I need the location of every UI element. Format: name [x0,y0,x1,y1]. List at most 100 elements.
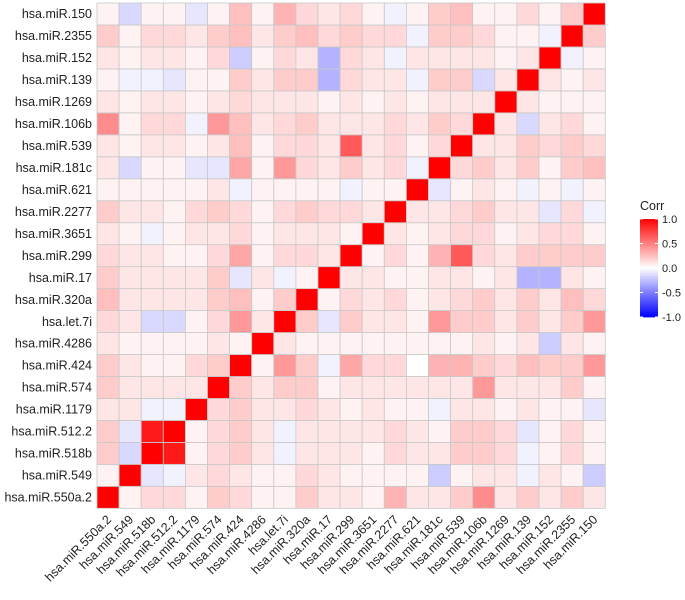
heatmap-cell: hsa.miR.2355 / hsa.miR.181c [428,24,452,48]
heatmap-cell: hsa.miR.299 / hsa.miR.17 [317,244,341,268]
heatmap-cell: hsa.miR.320a / hsa.miR.574 [207,288,231,311]
y-tick-label: hsa.miR.17 [29,271,92,285]
heatmap-cell: hsa.miR.2277 / hsa.miR.518b [140,200,164,224]
heatmap-cell: hsa.miR.574 / hsa.miR.139 [516,376,540,399]
heatmap-cell: hsa.miR.512.2 / hsa.miR.17 [317,420,341,443]
heatmap-cell: hsa.miR.518b / hsa.miR.512.2 [162,441,186,465]
heatmap-cell: hsa.miR.512.2 / hsa.miR.424 [229,420,253,443]
heatmap-cell: hsa.miR.512.2 / hsa.miR.549 [118,420,142,443]
heatmap-cell: hsa.miR.150 / hsa.miR.320a [295,2,319,26]
heatmap-cell: hsa.miR.106b / hsa.miR.539 [450,112,474,136]
heatmap-cell: hsa.miR.574 / hsa.miR.424 [229,376,253,399]
heatmap-cell: hsa.miR.549 / hsa.miR.1179 [184,463,208,487]
heatmap-cell: hsa.miR.424 / hsa.miR.320a [295,354,319,377]
heatmap-cell: hsa.miR.549 / hsa.miR.17 [317,463,341,487]
heatmap-cell: hsa.miR.152 / hsa.miR.150 [582,46,606,70]
heatmap-cell: hsa.miR.1269 / hsa.miR.152 [538,90,562,114]
heatmap-cell: hsa.miR.550a.2 / hsa.miR.549 [118,485,142,509]
heatmap-cell: hsa.miR.181c / hsa.miR.424 [229,156,253,180]
heatmap-cell: hsa.miR.424 / hsa.miR.150 [582,354,606,377]
heatmap-cell: hsa.miR.512.2 / hsa.miR.4286 [251,420,275,443]
heatmap-cell: hsa.miR.1269 / hsa.miR.3651 [361,90,385,114]
heatmap-cell: hsa.miR.550a.2 / hsa.miR.3651 [361,485,385,509]
legend-title: Corr [640,199,664,213]
heatmap-cell: hsa.miR.539 / hsa.miR.299 [339,134,363,158]
heatmap-cell: hsa.miR.2277 / hsa.miR.106b [472,200,496,224]
heatmap-cell: hsa.miR.549 / hsa.miR.3651 [361,463,385,487]
heatmap-cell: hsa.miR.574 / hsa.miR.550a.2 [96,376,120,399]
heatmap-cell: hsa.miR.2355 / hsa.miR.550a.2 [96,24,120,48]
heatmap-cell: hsa.miR.139 / hsa.miR.181c [428,68,452,92]
heatmap-cell: hsa.miR.3651 / hsa.miR.2355 [560,222,584,246]
heatmap-cell: hsa.miR.539 / hsa.let.7i [273,134,297,158]
heatmap-cell: hsa.miR.3651 / hsa.miR.1269 [494,222,518,246]
heatmap-cell: hsa.miR.424 / hsa.miR.299 [339,354,363,377]
heatmap-cell: hsa.miR.17 / hsa.miR.17 [317,266,341,290]
heatmap-cell: hsa.miR.152 / hsa.miR.320a [295,46,319,70]
heatmap-cell: hsa.miR.549 / hsa.miR.574 [207,463,231,487]
heatmap-cell: hsa.let.7i / hsa.miR.150 [582,310,606,333]
y-tick-label: hsa.miR.299 [22,249,92,263]
heatmap-cell: hsa.miR.320a / hsa.miR.621 [405,288,429,311]
legend-color-step [640,233,658,236]
y-tick-label: hsa.miR.621 [22,183,92,197]
legend-color-step [640,219,658,222]
heatmap-cell: hsa.miR.550a.2 / hsa.miR.1269 [494,485,518,509]
heatmap-cell: hsa.miR.549 / hsa.miR.320a [295,463,319,487]
heatmap-cell: hsa.miR.139 / hsa.miR.106b [472,68,496,92]
heatmap-cell: hsa.miR.299 / hsa.miR.550a.2 [96,244,120,268]
heatmap-cell: hsa.miR.549 / hsa.miR.2355 [560,463,584,487]
heatmap-cell: hsa.miR.549 / hsa.miR.550a.2 [96,463,120,487]
y-tick-label: hsa.miR.4286 [15,337,92,351]
heatmap-cell: hsa.miR.2355 / hsa.miR.4286 [251,24,275,48]
heatmap-cell: hsa.miR.2277 / hsa.miR.512.2 [162,200,186,224]
heatmap-cell: hsa.miR.152 / hsa.miR.1179 [184,46,208,70]
heatmap-cell: hsa.miR.1269 / hsa.miR.512.2 [162,90,186,114]
legend-color-step [640,235,658,238]
heatmap-cell: hsa.miR.2277 / hsa.let.7i [273,200,297,224]
legend-color-step [640,245,658,248]
heatmap-cell: hsa.miR.152 / hsa.miR.550a.2 [96,46,120,70]
legend-color-step [640,256,658,259]
heatmap-cell: hsa.miR.550a.2 / hsa.miR.181c [428,485,452,509]
legend-color-step [640,299,658,302]
y-tick-label: hsa.miR.512.2 [11,425,92,439]
y-tick-label: hsa.miR.181c [16,161,92,175]
heatmap-cell: hsa.miR.1269 / hsa.miR.150 [582,90,606,114]
heatmap-cell: hsa.miR.549 / hsa.miR.2277 [383,463,407,487]
heatmap-cell: hsa.miR.424 / hsa.miR.152 [538,354,562,377]
heatmap-cell: hsa.miR.2355 / hsa.miR.150 [582,24,606,48]
heatmap-cell: hsa.miR.299 / hsa.miR.139 [516,244,540,268]
heatmap-cell: hsa.miR.3651 / hsa.miR.1179 [184,222,208,246]
heatmap-cell: hsa.miR.1179 / hsa.miR.106b [472,398,496,421]
heatmap-cell: hsa.miR.550a.2 / hsa.miR.2277 [383,485,407,509]
heatmap-cell: hsa.miR.1179 / hsa.miR.2355 [560,398,584,421]
heatmap-cell: hsa.miR.574 / hsa.miR.4286 [251,376,275,399]
heatmap-cell: hsa.miR.539 / hsa.miR.539 [450,134,474,158]
heatmap-cell: hsa.miR.518b / hsa.miR.106b [472,441,496,465]
heatmap-cell: hsa.miR.106b / hsa.miR.2355 [560,112,584,136]
heatmap-cell: hsa.miR.1179 / hsa.miR.4286 [251,398,275,421]
heatmap-cell: hsa.miR.17 / hsa.miR.1269 [494,266,518,290]
heatmap-cell: hsa.miR.4286 / hsa.miR.518b [140,332,164,355]
heatmap-cell: hsa.miR.139 / hsa.miR.1179 [184,68,208,92]
heatmap-cell: hsa.miR.1269 / hsa.miR.4286 [251,90,275,114]
heatmap-cell: hsa.miR.424 / hsa.miR.17 [317,354,341,377]
y-tick-label: hsa.miR.550a.2 [4,491,92,505]
heatmap-cell: hsa.miR.512.2 / hsa.miR.181c [428,420,452,443]
heatmap-cell: hsa.miR.1179 / hsa.miR.512.2 [162,398,186,421]
heatmap-cell: hsa.miR.152 / hsa.miR.512.2 [162,46,186,70]
legend-color-step [640,220,658,223]
heatmap-cell: hsa.miR.574 / hsa.miR.2277 [383,376,407,399]
heatmap-cell: hsa.miR.152 / hsa.miR.621 [405,46,429,70]
heatmap-cell: hsa.miR.181c / hsa.miR.2355 [560,156,584,180]
heatmap-cell: hsa.miR.549 / hsa.miR.150 [582,463,606,487]
heatmap-cell: hsa.miR.106b / hsa.miR.106b [472,112,496,136]
heatmap-cell: hsa.miR.424 / hsa.miR.574 [207,354,231,377]
heatmap-cell: hsa.miR.1179 / hsa.miR.3651 [361,398,385,421]
heatmap-cell: hsa.miR.424 / hsa.miR.424 [229,354,253,377]
legend-color-step [640,294,658,297]
heatmap-cell: hsa.miR.150 / hsa.miR.2355 [560,2,584,26]
heatmap-cell: hsa.miR.3651 / hsa.miR.550a.2 [96,222,120,246]
heatmap-cell: hsa.miR.150 / hsa.miR.152 [538,2,562,26]
